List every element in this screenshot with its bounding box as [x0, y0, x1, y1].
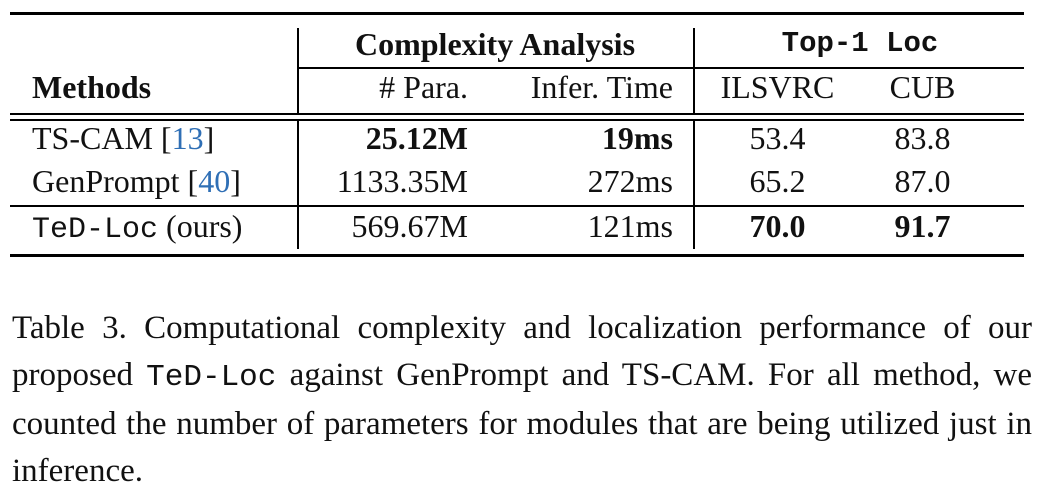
- table-caption: Table 3. Computational complexity and lo…: [12, 305, 1032, 494]
- table-cell-infer-time: 121ms: [587, 208, 673, 244]
- table-cell-infer-time: 272ms: [587, 163, 673, 199]
- citation-bracket-close: ]: [230, 163, 241, 199]
- table-row-genprompt-method: GenPrompt [40]: [32, 163, 241, 199]
- caption-text-start: Table 3. Computational complexity and lo…: [12, 310, 1032, 393]
- citation-bracket-close: ]: [203, 120, 215, 156]
- caption-method-code: TeD-Loc: [146, 359, 277, 395]
- citation-link[interactable]: 13: [171, 120, 204, 156]
- table-cell-ilsvrc: 70.0: [749, 208, 806, 244]
- table-cell-infer-time: 19ms: [601, 120, 673, 156]
- citation-bracket-open: [: [152, 120, 172, 156]
- group-header-rule: [297, 67, 1024, 69]
- table-cell-cub: 91.7: [894, 208, 951, 244]
- table-cell-cub: 83.8: [894, 120, 951, 156]
- column-header-infer-time: Infer. Time: [530, 69, 673, 105]
- ours-separator-rule: [10, 205, 1024, 207]
- citation-link[interactable]: 40: [198, 163, 231, 199]
- table-cell-cub: 87.0: [894, 163, 951, 199]
- column-header-cub: CUB: [889, 69, 956, 105]
- methods-divider-body: [297, 121, 299, 249]
- method-name: TS-CAM: [32, 120, 153, 156]
- group-header-complexity: Complexity Analysis: [354, 26, 636, 62]
- table-cell-para: 1133.35M: [336, 163, 468, 199]
- table-row-tscam-method: TS-CAM [13]: [32, 120, 214, 156]
- caption-text-end: against GenPrompt and TS-CAM. For all me…: [12, 356, 1033, 489]
- method-name: TeD-Loc: [32, 213, 159, 247]
- method-name: GenPrompt: [32, 163, 180, 199]
- column-header-methods: Methods: [32, 69, 152, 105]
- group-divider-header: [693, 28, 695, 113]
- table-top-rule: [10, 12, 1024, 15]
- method-suffix: (ours): [158, 208, 243, 244]
- group-header-top1-loc: Top-1 Loc: [781, 27, 939, 60]
- header-rule-upper: [10, 113, 1024, 115]
- group-divider-body: [693, 121, 695, 249]
- table-row-tedloc-method: TeD-Loc (ours): [32, 208, 242, 248]
- column-header-para: # Para.: [379, 69, 468, 105]
- methods-divider-header: [297, 28, 299, 113]
- table-cell-ilsvrc: 53.4: [749, 120, 806, 156]
- table-cell-para: 25.12M: [365, 120, 468, 156]
- table-cell-ilsvrc: 65.2: [749, 163, 806, 199]
- table-bottom-rule: [10, 254, 1024, 257]
- header-rule-lower: [10, 119, 1024, 121]
- table-cell-para: 569.67M: [351, 208, 468, 244]
- column-header-ilsvrc: ILSVRC: [720, 69, 835, 105]
- citation-bracket-open: [: [179, 163, 199, 199]
